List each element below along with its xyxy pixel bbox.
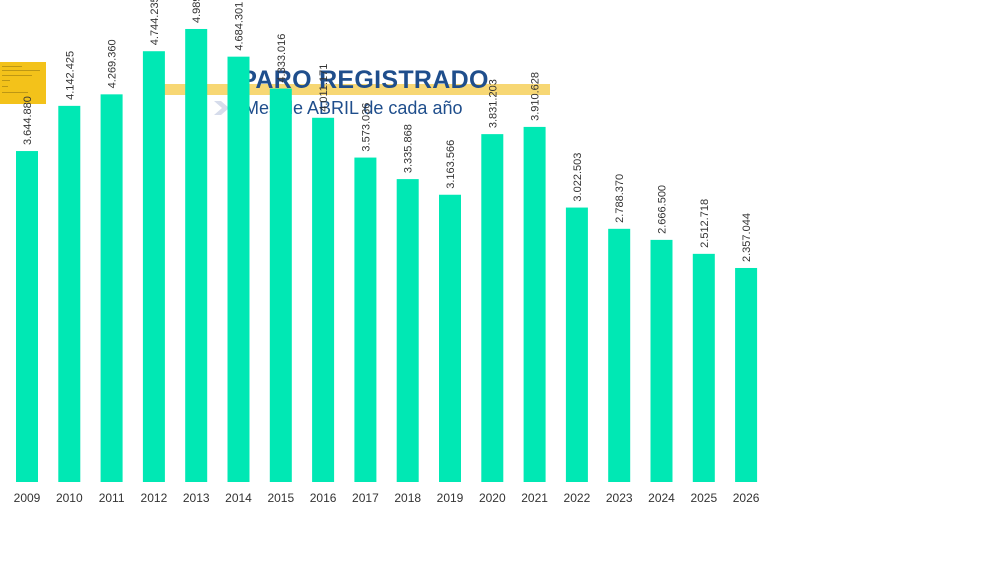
- data-label-2010: 4.142.425: [64, 51, 76, 100]
- x-tick-label-2010: 2010: [56, 491, 83, 505]
- data-label-2021: 3.910.628: [530, 72, 542, 121]
- x-tick-label-2019: 2019: [437, 491, 464, 505]
- chevron-right-icon: [214, 101, 229, 115]
- data-label-2012: 4.744.235: [149, 0, 161, 45]
- data-label-2015: 4.333.016: [276, 34, 288, 83]
- x-tick-label-2024: 2024: [648, 491, 675, 505]
- government-logo-icon: [0, 62, 46, 104]
- x-tick-label-2018: 2018: [394, 491, 421, 505]
- x-tick-label-2014: 2014: [225, 491, 252, 505]
- data-label-2018: 3.335.868: [403, 124, 415, 173]
- bar-2023: [608, 228, 631, 482]
- bar-2016: [312, 117, 335, 482]
- bar-2018: [396, 179, 419, 482]
- bar-2012: [142, 51, 165, 483]
- bar-2025: [692, 253, 715, 482]
- data-label-2019: 3.163.566: [445, 140, 457, 189]
- data-label-2017: 3.573.036: [360, 103, 372, 152]
- bar-2019: [439, 194, 461, 482]
- data-label-2011: 4.269.360: [107, 39, 119, 88]
- x-tick-label-2011: 2011: [99, 491, 125, 505]
- x-tick-label-2016: 2016: [310, 491, 337, 505]
- data-label-2020: 3.831.203: [487, 79, 499, 128]
- data-label-2014: 4.684.301: [234, 2, 246, 51]
- data-label-2016: 4.011.171: [318, 64, 330, 112]
- x-tick-label-2017: 2017: [352, 491, 379, 505]
- data-label-2022: 3.022.503: [572, 153, 584, 202]
- x-tick-label-2009: 2009: [14, 491, 41, 505]
- x-tick-label-2015: 2015: [267, 491, 294, 505]
- bar-2013: [185, 28, 208, 483]
- x-tick-label-2021: 2021: [521, 491, 548, 505]
- data-label-2024: 2.666.500: [657, 185, 669, 234]
- chart-subtitle: Mes de ABRIL de cada año: [244, 98, 463, 118]
- x-tick-label-2013: 2013: [183, 491, 210, 505]
- bar-2022: [565, 207, 588, 482]
- title-highlight-band: [152, 84, 550, 95]
- data-label-2023: 2.788.370: [614, 174, 626, 223]
- x-tick-label-2026: 2026: [733, 491, 760, 505]
- bar-2014: [227, 56, 250, 483]
- bar-2009: [16, 151, 38, 482]
- x-tick-label-2012: 2012: [141, 491, 168, 505]
- bar-2021: [523, 126, 546, 482]
- bar-2011: [100, 94, 123, 483]
- data-label-2026: 2.357.044: [741, 213, 753, 262]
- bar-2026: [735, 267, 758, 482]
- x-tick-label-2023: 2023: [606, 491, 633, 505]
- bar-2020: [481, 134, 504, 482]
- x-tick-label-2022: 2022: [564, 491, 591, 505]
- bar-2010: [58, 105, 81, 483]
- data-label-2025: 2.512.718: [699, 199, 711, 248]
- x-tick-label-2020: 2020: [479, 491, 506, 505]
- bar-2024: [650, 239, 673, 482]
- data-label-2013: 4.989.193: [191, 0, 203, 23]
- bar-2015: [269, 88, 292, 483]
- x-tick-label-2025: 2025: [690, 491, 717, 505]
- bar-2017: [354, 157, 377, 482]
- data-label-2009: 3.644.880: [22, 96, 34, 145]
